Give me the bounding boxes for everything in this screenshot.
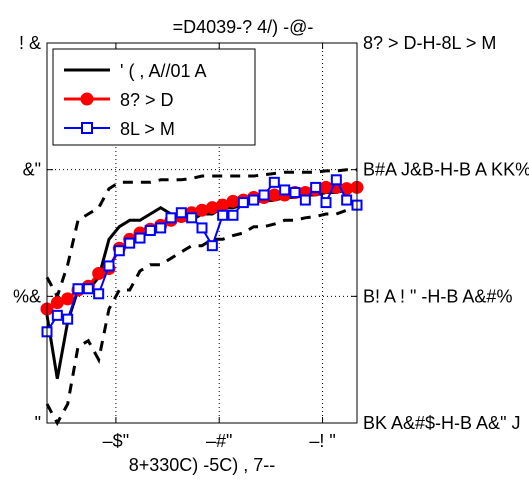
series-4-point-2 <box>62 313 74 325</box>
y-tick-label-right-0: BK A&#$-H-B A&" J <box>363 413 520 433</box>
series-3-point-1 <box>50 296 64 310</box>
series-layer <box>40 168 364 427</box>
series-4-point-12 <box>165 212 177 224</box>
series-4-point-23 <box>279 184 291 196</box>
legend-label-red: 8? > D <box>120 90 174 110</box>
series-3-point-18 <box>226 194 240 208</box>
series-4-point-13 <box>175 207 187 219</box>
y-tick-label-left-2: &" <box>23 160 41 180</box>
legend: ' ( , A//01 A 8? > D 8L > M <box>52 48 256 146</box>
x-tick-label-1: –#" <box>206 431 232 451</box>
series-4-point-26 <box>310 181 322 193</box>
series-3-point-22 <box>267 188 281 202</box>
series-4-point-18 <box>227 209 239 221</box>
series-4-point-16 <box>206 240 218 252</box>
series-3-point-5 <box>92 267 106 281</box>
legend-label-blue: 8L > M <box>120 119 175 139</box>
x-tick-label-2: –! " <box>309 431 335 451</box>
series-4-point-22 <box>268 176 280 188</box>
y-tick-label-left-0: " <box>35 413 41 433</box>
x-tick-label-0: –$" <box>103 431 129 451</box>
legend-marker-blue <box>81 122 93 134</box>
series-4-point-25 <box>299 194 311 206</box>
series-4-point-15 <box>196 222 208 234</box>
y-tick-label-right-1: B! A ! " -H-B A&#% <box>363 286 512 306</box>
series-line-1 <box>45 168 357 301</box>
series-4-point-29 <box>341 194 353 206</box>
tick-layer: –$" –#" –! " " %& &" ! & BK A&#$-H-B A&" J B! A … <box>13 33 529 451</box>
series-4-point-3 <box>72 283 84 295</box>
series-4-point-24 <box>289 186 301 198</box>
legend-label-model: ' ( , A//01 A <box>120 61 206 81</box>
series-4-point-6 <box>103 260 115 272</box>
x-axis-label: 8+330C) -5C) , 7-- <box>129 455 276 475</box>
series-3-point-27 <box>319 180 333 194</box>
plot-frame <box>46 42 358 424</box>
series-4-point-9 <box>134 232 146 244</box>
y-tick-label-right-3: 8? > D-H-8L > M <box>363 33 496 53</box>
series-4-point-11 <box>155 222 167 234</box>
y-tick-label-left-3: ! & <box>19 33 41 53</box>
series-4-point-14 <box>186 212 198 224</box>
series-4-point-8 <box>124 237 136 249</box>
series-3-point-17 <box>216 198 230 212</box>
series-4-point-27 <box>320 197 332 209</box>
series-4-point-28 <box>330 174 342 186</box>
series-3-point-16 <box>205 201 219 215</box>
series-4-point-5 <box>93 288 105 300</box>
series-4-point-19 <box>237 197 249 209</box>
chart-title: =D4039-? 4/) -@- <box>173 17 314 37</box>
series-4-point-7 <box>113 245 125 257</box>
series-4-point-1 <box>51 309 63 321</box>
series-4-point-10 <box>144 224 156 236</box>
series-4-point-4 <box>82 283 94 295</box>
y-tick-label-left-1: %& <box>13 286 41 306</box>
series-3-point-15 <box>195 203 209 217</box>
legend-marker-red <box>80 92 94 106</box>
y-tick-label-right-2: B#A J&B-H-B A KK% <box>363 160 529 180</box>
series-4-point-17 <box>217 209 229 221</box>
series-4-point-20 <box>248 194 260 206</box>
series-4-point-21 <box>258 189 270 201</box>
series-line-2 <box>45 206 358 427</box>
series-3-point-2 <box>61 292 75 306</box>
grid <box>47 43 357 423</box>
